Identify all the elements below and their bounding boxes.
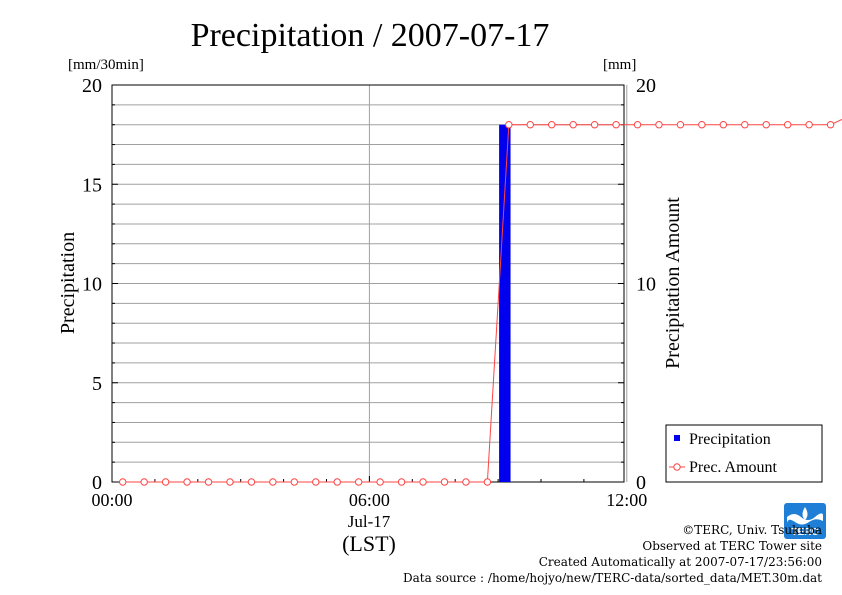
legend-box <box>665 424 823 483</box>
precipitation-bar <box>499 124 511 482</box>
left-axis-unit: [mm/30min] <box>68 57 144 73</box>
left-y-axis-label: Precipitation <box>57 232 79 334</box>
precipitation-bars <box>499 124 511 482</box>
x-tick-label: 12:00 <box>606 490 647 510</box>
legend-precipitation-marker <box>674 435 680 441</box>
prec-amount-point <box>505 121 513 129</box>
prec-amount-point <box>354 478 363 486</box>
prec-amount-point <box>783 121 792 129</box>
legend-amount-marker <box>673 463 681 471</box>
prec-amount-point <box>483 478 492 486</box>
left-y-tick-label: 5 <box>92 373 102 395</box>
prec-amount-point <box>140 478 148 486</box>
prec-amount-point <box>269 478 277 486</box>
legend: Precipitation Prec. Amount <box>665 424 823 483</box>
chart-credits: ©TERC, Univ. Tsukuba Observed at TERC To… <box>403 522 822 586</box>
legend-precipitation-label: Precipitation <box>689 431 771 448</box>
prec-amount-line <box>119 118 842 486</box>
prec-amount-point <box>290 478 299 486</box>
prec-amount-point <box>183 478 191 486</box>
created-text: Created Automatically at 2007-07-17/23:5… <box>538 555 822 569</box>
prec-amount-point <box>762 121 770 129</box>
prec-amount-point <box>247 478 256 486</box>
logo-text: TERC <box>791 527 818 538</box>
prec-amount-point <box>719 121 728 129</box>
left-y-tick-label: 0 <box>92 472 102 494</box>
right-y-tick-label: 10 <box>636 274 656 296</box>
prec-amount-point <box>462 478 470 486</box>
left-y-tick-label: 15 <box>82 174 102 196</box>
prec-amount-point <box>698 121 706 129</box>
left-y-tick-labels: 0 5 10 15 20 <box>82 75 102 494</box>
prec-amount-point <box>548 121 556 129</box>
chart-title: Precipitation / 2007-07-17 <box>191 17 550 54</box>
left-y-tick-label: 10 <box>82 274 102 296</box>
prec-amount-point <box>397 478 406 486</box>
prec-amount-polyline <box>122 118 842 483</box>
right-axis-unit: [mm] <box>603 57 636 73</box>
prec-amount-point <box>119 478 127 486</box>
prec-amount-point <box>226 478 234 486</box>
x-date-label: Jul-17 <box>348 512 391 531</box>
gridlines <box>112 85 628 482</box>
x-tick-label: 00:00 <box>91 490 132 510</box>
prec-amount-point <box>312 478 320 486</box>
data-source-text: Data source : /home/hojyo/new/TERC-data/… <box>403 571 822 585</box>
prec-amount-point <box>676 121 685 129</box>
copyright-text: ©TERC, Univ. Tsukuba <box>682 523 822 537</box>
x-tick-label: 06:00 <box>349 490 390 510</box>
prec-amount-point <box>590 121 599 129</box>
prec-amount-point <box>805 121 813 129</box>
prec-amount-point <box>826 121 835 129</box>
prec-amount-point <box>741 121 749 129</box>
prec-amount-point <box>333 478 341 486</box>
right-y-tick-labels: 0 10 20 <box>636 75 656 494</box>
terc-logo: TERC <box>784 503 826 539</box>
x-axis-unit: (LST) <box>342 531 396 556</box>
prec-amount-point <box>569 121 577 129</box>
right-y-axis-label: Precipitation Amount <box>662 197 684 369</box>
observed-text: Observed at TERC Tower site <box>642 539 822 553</box>
prec-amount-point <box>419 478 427 486</box>
prec-amount-point <box>612 121 620 129</box>
prec-amount-point <box>204 478 213 486</box>
right-y-tick-label: 0 <box>636 472 646 494</box>
prec-amount-point <box>440 478 449 486</box>
prec-amount-point <box>376 478 384 486</box>
prec-amount-point <box>526 121 534 129</box>
prec-amount-point <box>161 478 170 486</box>
left-y-tick-label: 20 <box>82 75 102 97</box>
prec-amount-point <box>633 121 642 129</box>
legend-amount-label: Prec. Amount <box>689 459 778 476</box>
prec-amount-point <box>655 121 663 129</box>
right-y-tick-label: 20 <box>636 75 656 97</box>
